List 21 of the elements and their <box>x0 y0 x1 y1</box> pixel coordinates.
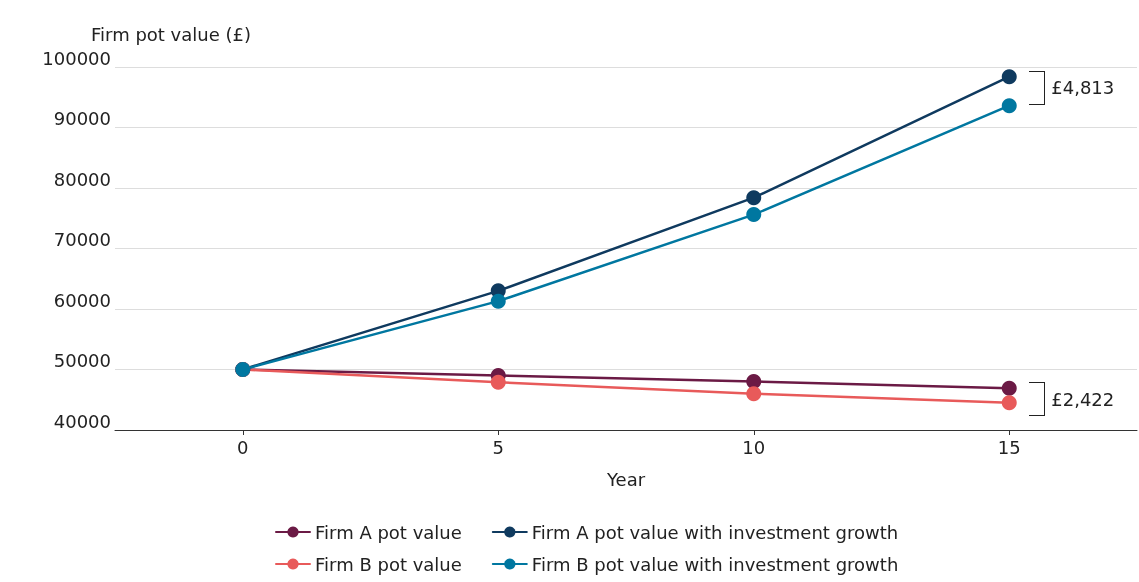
x-tick-label: 10 <box>742 436 766 458</box>
x-tick-label: 15 <box>997 436 1021 458</box>
y-tick-label: 80000 <box>53 168 111 190</box>
y-tick-label: 40000 <box>53 410 111 432</box>
legend-label: Firm B pot value with investment growth <box>531 553 899 575</box>
x-axis-title: Year <box>605 468 646 490</box>
bracket-label: £4,813 <box>1029 70 1115 105</box>
y-tick-label: 50000 <box>53 350 111 371</box>
bracket-label: £2,422 <box>1029 382 1115 417</box>
x-tick-label: 0 <box>237 436 249 458</box>
annotation: £2,422 <box>1051 388 1115 410</box>
legend-label: Firm B pot value <box>315 553 462 575</box>
x-tick-label: 5 <box>492 436 504 458</box>
legend-label: Firm A pot value with investment growth <box>531 521 899 543</box>
y-tick-label: 70000 <box>53 229 111 250</box>
y-axis-title: Firm pot value (£) <box>91 23 251 45</box>
y-tick-label: 60000 <box>53 289 111 311</box>
legend-label: Firm A pot value <box>315 521 462 543</box>
annotation: £4,813 <box>1051 77 1115 99</box>
y-tick-label: 90000 <box>53 108 111 129</box>
y-tick-label: 100000 <box>42 47 111 69</box>
